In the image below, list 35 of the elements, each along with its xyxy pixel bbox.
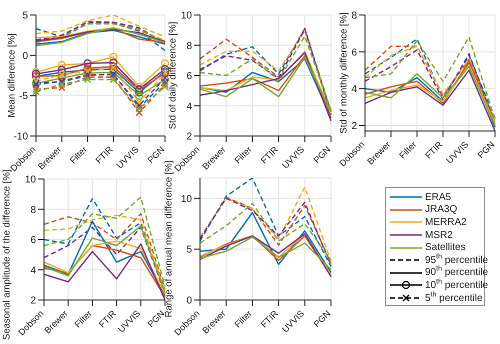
legend-label: 90$^{th}$ percentile (425, 266, 488, 278)
y-tick-label: 2 (351, 121, 358, 132)
y-axis-title: Mean difference [%] (6, 33, 18, 118)
legend-label: MSR2 (425, 230, 453, 241)
y-tick-label: 10 (24, 174, 36, 186)
y-tick-label: -5 (19, 91, 28, 102)
y-tick-label: 6 (186, 71, 192, 82)
y-tick-label: 5 (22, 10, 28, 22)
y-tick-label: 10 (180, 194, 192, 205)
y-axis-title: Std of daily difference [%] (168, 22, 178, 130)
legend-label: MERRA2 (425, 216, 467, 228)
legend-label: ERA5 (425, 192, 452, 203)
y-tick-label: 4 (30, 265, 36, 276)
y-tick-label: 0 (186, 296, 192, 307)
y-tick-label: 4 (186, 101, 192, 112)
y-tick-label: 8 (186, 40, 192, 52)
y-axis-title: Std of monthly difference [%] (338, 12, 350, 134)
y-axis-title: Range of annual mean difference [%] (164, 160, 174, 318)
y-tick-label: 8 (351, 10, 358, 22)
legend-label: Satellites (425, 242, 466, 254)
legend-label: 5$^{th}$ percentile (425, 291, 483, 304)
y-tick-label: 2 (30, 296, 36, 307)
legend-label: 10$^{th}$ percentile (425, 278, 488, 291)
y-tick-label: 4 (351, 84, 358, 96)
y-tick-label: 8 (30, 204, 36, 216)
legend-label: 95$^{th}$ percentile (425, 253, 488, 266)
legend-label: JRA3Q (425, 204, 458, 216)
y-tick-label: 10 (180, 10, 192, 22)
y-tick-label: 6 (351, 47, 358, 58)
y-tick-label: -10 (14, 132, 28, 143)
y-tick-label: 2 (186, 132, 192, 143)
y-tick-label: 5 (186, 244, 192, 256)
y-tick-label: 6 (30, 235, 36, 246)
y-axis-title: Seasonal amplitude of the difference [%] (2, 170, 12, 340)
y-tick-label: 0 (22, 50, 28, 62)
